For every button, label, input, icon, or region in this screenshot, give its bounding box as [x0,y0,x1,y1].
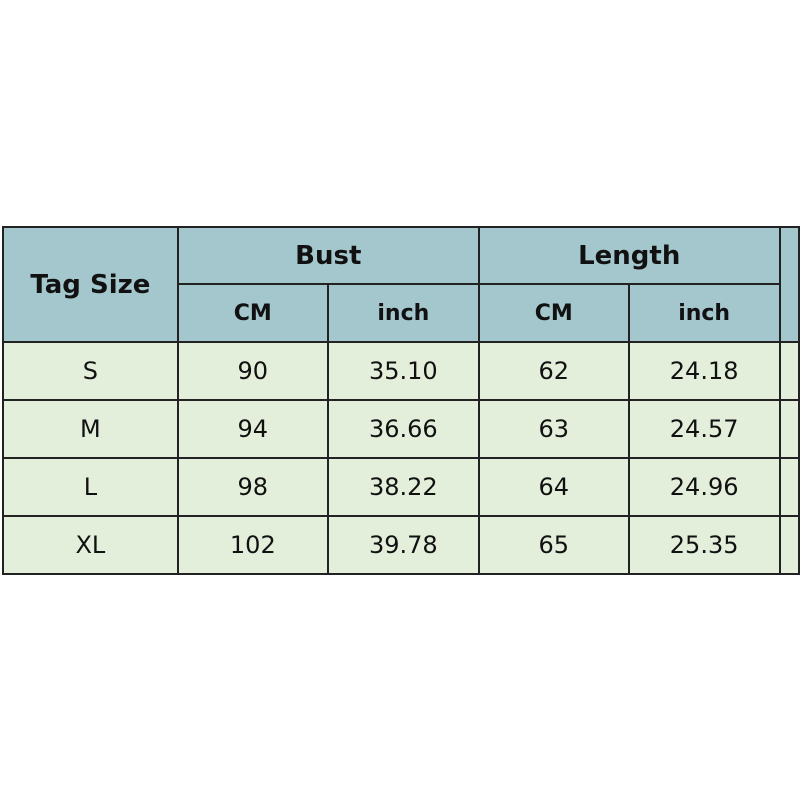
value-cell: 24.57 [627,399,781,459]
value-cell: 39.78 [326,515,480,575]
value-cell: 65 [477,515,630,575]
value-cell: 38.22 [326,457,480,517]
value-cell: 90 [176,341,329,401]
value-cell: 25.35 [627,515,781,575]
length-inch-header: inch [627,283,781,343]
table-row: M 94 36.66 63 24.57 [2,399,800,459]
size-cell: S [2,341,179,401]
value-cell: 102 [176,515,329,575]
size-chart-table: Tag Size Bust Length CM inch CM inch S 90… [2,226,800,575]
bust-cm-header: CM [176,283,329,343]
value-cell: 35.10 [326,341,480,401]
bust-inch-header: inch [326,283,480,343]
table-row: L 98 38.22 64 24.96 [2,457,800,517]
value-cell: 62 [477,341,630,401]
extra-cell [778,515,800,575]
length-header: Length [477,226,781,285]
value-cell: 98 [176,457,329,517]
value-cell: 63 [477,399,630,459]
value-cell: 24.18 [627,341,781,401]
extra-cell [778,399,800,459]
extra-column-header [778,226,800,343]
extra-cell [778,457,800,517]
value-cell: 94 [176,399,329,459]
size-cell: XL [2,515,179,575]
value-cell: 36.66 [326,399,480,459]
length-cm-header: CM [477,283,630,343]
size-cell: L [2,457,179,517]
value-cell: 24.96 [627,457,781,517]
extra-cell [778,341,800,401]
value-cell: 64 [477,457,630,517]
bust-header: Bust [176,226,480,285]
table-row: S 90 35.10 62 24.18 [2,341,800,401]
size-cell: M [2,399,179,459]
table-row: XL 102 39.78 65 25.35 [2,515,800,575]
tag-size-header: Tag Size [2,226,179,343]
